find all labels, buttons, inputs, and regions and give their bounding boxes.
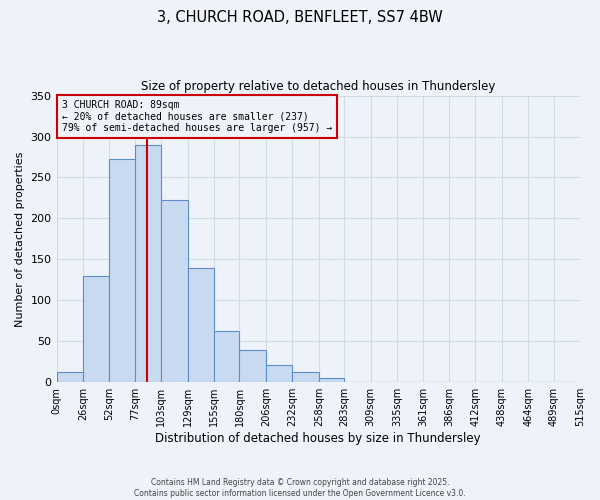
Title: Size of property relative to detached houses in Thundersley: Size of property relative to detached ho… — [141, 80, 496, 93]
Bar — [214, 330, 239, 382]
Bar — [83, 276, 109, 382]
Bar — [161, 200, 188, 382]
X-axis label: Distribution of detached houses by size in Thundersley: Distribution of detached houses by size … — [155, 432, 481, 445]
Bar — [109, 160, 135, 382]
Text: 3 CHURCH ROAD: 89sqm
← 20% of detached houses are smaller (237)
79% of semi-deta: 3 CHURCH ROAD: 89sqm ← 20% of detached h… — [62, 100, 332, 133]
Bar — [292, 372, 319, 382]
Text: 3, CHURCH ROAD, BENFLEET, SS7 4BW: 3, CHURCH ROAD, BENFLEET, SS7 4BW — [157, 10, 443, 25]
Bar — [135, 144, 161, 382]
Bar — [266, 365, 292, 382]
Bar — [188, 268, 214, 382]
Bar — [239, 350, 266, 382]
Bar — [319, 378, 344, 382]
Text: Contains HM Land Registry data © Crown copyright and database right 2025.
Contai: Contains HM Land Registry data © Crown c… — [134, 478, 466, 498]
Y-axis label: Number of detached properties: Number of detached properties — [15, 151, 25, 326]
Bar — [56, 372, 83, 382]
